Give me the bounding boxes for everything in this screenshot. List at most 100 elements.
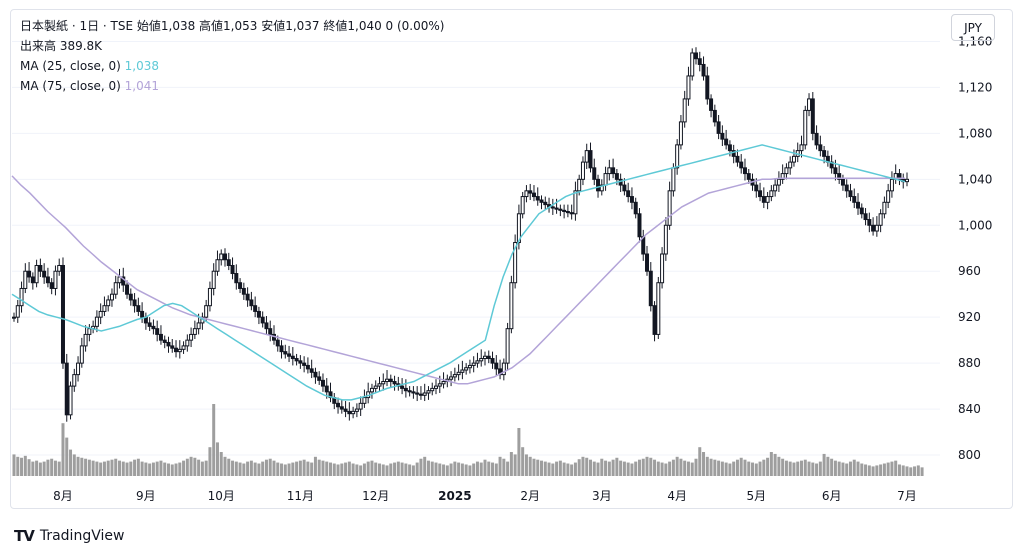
volume-bar: [163, 462, 167, 476]
candle-body: [207, 287, 212, 307]
candle-body: [810, 98, 815, 134]
currency-button[interactable]: JPY: [951, 14, 995, 41]
candle-body: [761, 196, 766, 203]
volume-bar: [200, 461, 204, 476]
candle-body: [471, 362, 476, 366]
candle-body: [882, 201, 887, 215]
candle-body: [185, 339, 190, 347]
candle-body: [42, 270, 47, 278]
volume-bar: [901, 465, 905, 476]
volume-bar: [607, 461, 611, 476]
volume-bar: [845, 463, 849, 476]
candle-body: [513, 242, 518, 284]
candle-body: [614, 173, 619, 180]
y-tick-label: 1,080: [958, 126, 992, 140]
candle-body: [302, 362, 307, 366]
volume-bar: [702, 452, 706, 476]
volume-bar: [57, 461, 61, 476]
candle-body: [256, 310, 261, 318]
candle-body: [385, 378, 390, 383]
volume-bar: [588, 459, 592, 476]
candle-body: [155, 328, 160, 335]
volume-bar: [615, 457, 619, 476]
volume-bar: [50, 458, 54, 476]
volume-bar: [170, 464, 174, 476]
candle-body: [626, 190, 631, 198]
candle-body: [441, 381, 446, 385]
volume-bar: [852, 459, 856, 476]
volume-bar: [295, 461, 299, 476]
volume-bar: [283, 464, 287, 476]
candle-body: [411, 391, 416, 394]
volume-bar: [558, 460, 562, 476]
volume-bar: [72, 454, 76, 476]
volume-bar: [762, 459, 766, 476]
y-tick-label: 800: [958, 448, 981, 462]
volume-bar: [506, 461, 510, 476]
volume-bar: [246, 461, 250, 476]
volume-bar: [118, 460, 122, 476]
candle-body: [479, 358, 484, 362]
candle-body: [637, 213, 642, 238]
volume-bar: [637, 459, 641, 476]
volume-bar: [415, 462, 419, 476]
volume-bar: [16, 456, 20, 476]
ma75-label: MA (75, close, 0): [20, 79, 121, 93]
volume-bar: [826, 456, 830, 476]
candle-body: [701, 63, 706, 77]
candle-body: [494, 362, 499, 370]
candle-body: [520, 196, 525, 215]
y-tick-label: 1,000: [958, 218, 992, 232]
volume-bar: [381, 464, 385, 476]
volume-bar: [777, 456, 781, 476]
candle-body: [592, 167, 597, 180]
volume-bar: [121, 461, 125, 476]
candle-body: [622, 184, 627, 192]
volume-bar: [208, 447, 212, 476]
volume-bar: [913, 466, 917, 476]
volume-bar: [875, 465, 879, 476]
volume-bar: [472, 463, 476, 476]
volume-bar: [140, 461, 144, 476]
volume-bar: [679, 458, 683, 476]
volume-bar: [76, 456, 80, 476]
volume-bar: [634, 461, 638, 476]
volume-bar: [53, 460, 57, 476]
volume-bar: [438, 463, 442, 476]
candle-body: [905, 178, 909, 183]
volume-bar: [20, 457, 24, 476]
candle-body: [27, 270, 32, 278]
candle-body: [358, 402, 363, 410]
candle-body: [667, 190, 672, 226]
volume-bar: [347, 461, 351, 476]
candle-body: [840, 178, 845, 186]
volume-bar: [649, 457, 653, 476]
volume-bar: [811, 462, 815, 476]
volume-bar: [562, 462, 566, 476]
volume-bar: [366, 461, 370, 476]
chart-frame: [10, 9, 1013, 509]
volume-bar: [144, 462, 148, 476]
volume-bar: [185, 458, 189, 476]
candle-body: [648, 270, 653, 307]
candle-body: [558, 208, 563, 211]
candle-body: [94, 316, 99, 327]
volume-bar: [656, 461, 660, 476]
volume-bar: [106, 460, 110, 476]
volume-bar: [253, 462, 257, 476]
candle-body: [652, 305, 657, 335]
candle-body: [697, 58, 702, 65]
volume-bar: [272, 460, 276, 476]
candle-body: [852, 196, 857, 203]
candle-body: [400, 385, 405, 389]
candle-body: [132, 299, 137, 307]
candle-body: [373, 385, 378, 389]
candle-body: [192, 328, 197, 335]
candle-body: [727, 144, 732, 152]
volume-bar: [249, 460, 253, 476]
ma75-legend: MA (75, close, 0) 1,041: [20, 76, 444, 96]
volume-bar: [720, 461, 724, 476]
volume-bar: [408, 464, 412, 476]
volume-bar: [280, 463, 284, 476]
